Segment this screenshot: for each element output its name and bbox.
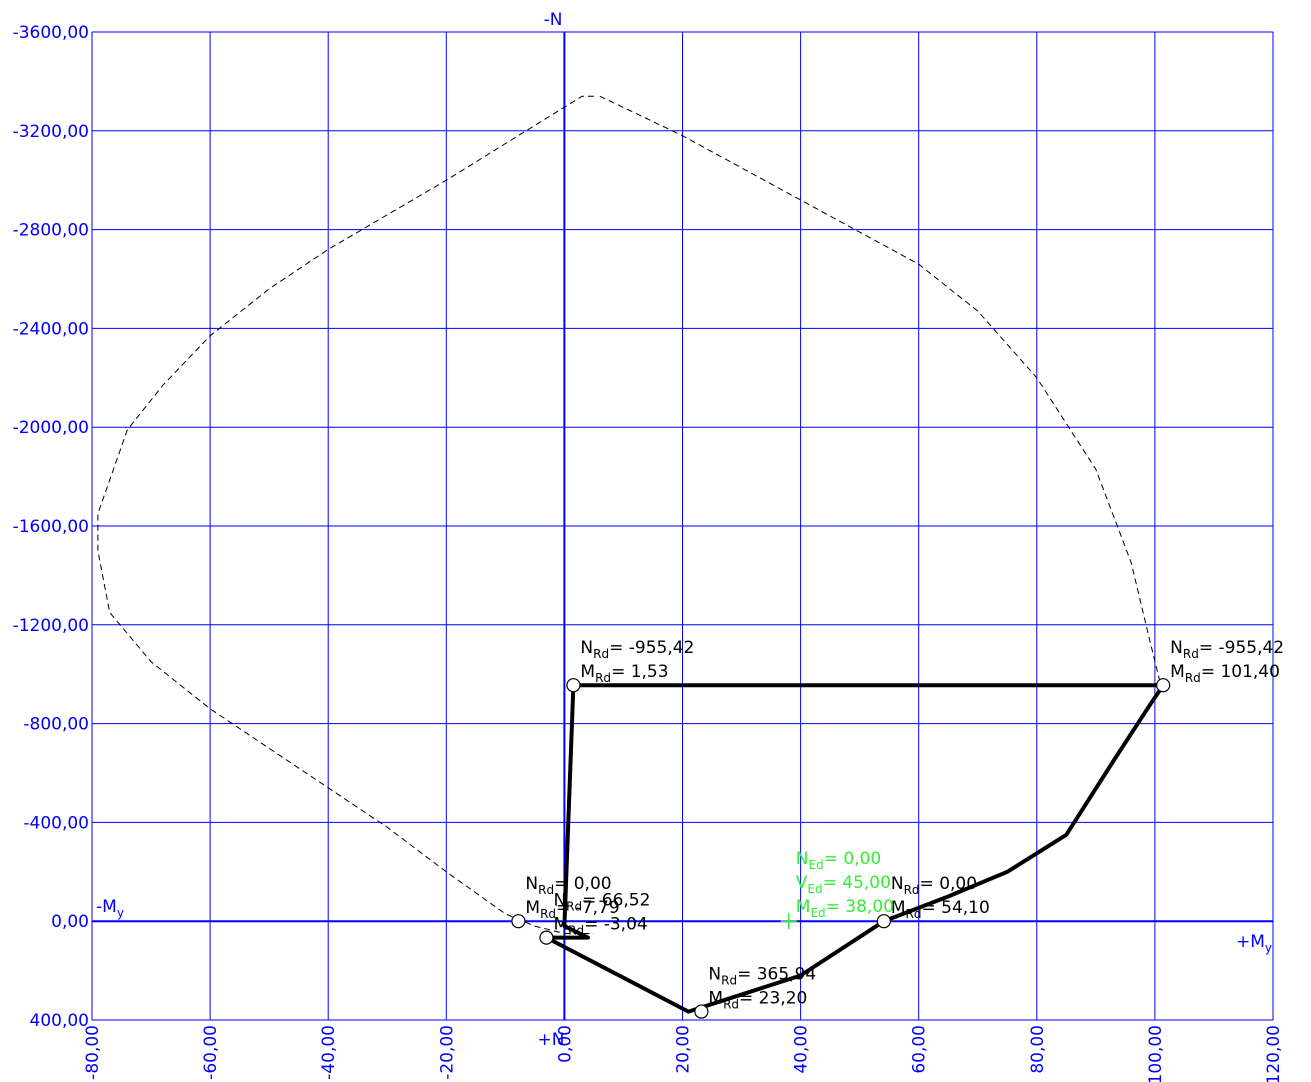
axis-labels: -N +N -My +My [96,10,1272,1050]
neg-m-symbol: -M [96,897,117,917]
y-tick-label: -3600,00 [13,23,89,43]
capacity-point-marker [566,678,581,693]
pos-m-subscript: y [1265,941,1272,955]
capacity-point-marker [694,1004,709,1019]
design-label-v: VEd= 45,00 [796,873,891,896]
capacity-label-m: MRd= 23,20 [708,989,807,1012]
x-tick-label: 20,00 [674,1025,694,1074]
y-tick-label: -2400,00 [13,319,89,339]
y-tick-label: -1600,00 [13,517,89,537]
neg-m-axis-label: -My [96,897,124,920]
design-label-m: MEd= 38,00 [796,897,894,920]
y-tick-label: 0,00 [51,912,89,932]
capacity-point-marker [876,914,891,929]
neg-m-subscript: y [117,906,124,920]
y-tick-label: -2000,00 [13,418,89,438]
pos-m-axis-label: +My [1236,932,1272,955]
capacity-label-n: NRd= -955,42 [1170,638,1284,661]
curves [97,95,1166,1014]
grid [91,31,1274,1021]
capacity-point-marker [1156,678,1171,693]
y-tick-label: -3200,00 [13,122,89,142]
capacity-label-m: MRd= -7,79 [525,898,619,921]
capacity-label-n: NRd= 0,00 [891,874,977,897]
tick-labels: -80,00 -60,00 -40,00 -20,00 0,00 20,00 40,00 60… [13,23,1284,1082]
capacity-label-m: MRd= -3,04 [553,915,647,938]
x-tick-label: -60,00 [201,1025,221,1080]
x-tick-label: 80,00 [1028,1025,1048,1074]
resistance-envelope-line [97,95,594,934]
capacity-point-marker [539,930,554,945]
neg-n-axis-label: -N [544,10,563,30]
capacity-label-n: NRd= -955,42 [580,638,694,661]
y-tick-label: -400,00 [23,813,89,833]
x-tick-label: 40,00 [792,1025,812,1074]
x-tick-label: 120,00 [1264,1025,1284,1082]
capacity-label-m: MRd= 101,40 [1170,662,1280,685]
capacity-label-m: MRd= 1,53 [580,662,668,685]
design-label-n: NEd= 0,00 [796,849,881,872]
y-tick-label: -1200,00 [13,616,89,636]
x-tick-label: 0,00 [555,1025,575,1063]
markers [511,678,1171,1019]
x-tick-label: 100,00 [1146,1025,1166,1082]
capacity-point-marker [511,914,526,929]
x-tick-label: -80,00 [83,1025,103,1080]
capacity-label-n: NRd= 66,52 [553,891,650,914]
x-tick-label: 60,00 [910,1025,930,1074]
capacity-label-n: NRd= 0,00 [525,874,611,897]
y-tick-label: -2800,00 [13,221,89,241]
pos-n-axis-label: +N [538,1030,565,1050]
interaction-curve-line [545,683,1166,1014]
y-tick-label: -800,00 [23,715,89,735]
x-tick-label: -40,00 [319,1025,339,1080]
capacity-label-n: NRd= 365,94 [708,965,816,988]
pos-m-symbol: +M [1236,932,1265,952]
capacity-label-m: MRd= 54,10 [891,898,990,921]
resistance-envelope-line [599,95,1162,686]
y-tick-label: 400,00 [30,1011,89,1031]
x-tick-label: -20,00 [437,1025,457,1080]
